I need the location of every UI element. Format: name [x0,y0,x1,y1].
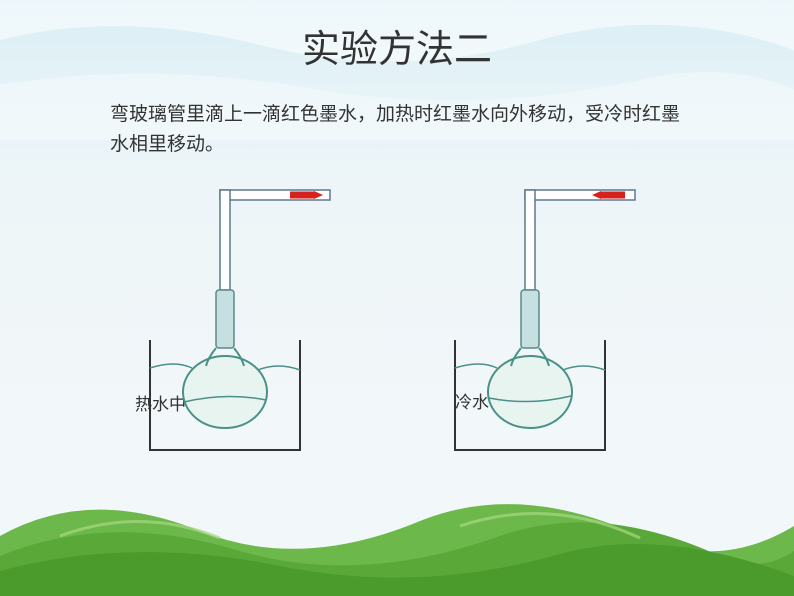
ink-drop-right [601,192,625,199]
hills-decoration [0,466,794,596]
apparatus-diagram [0,180,794,480]
apparatus-right [455,190,635,450]
page-title: 实验方法二 [0,18,794,73]
description: 弯玻璃管里滴上一滴红色墨水，加热时红墨水向外移动，受冷时红墨水相里移动。 [110,100,690,161]
flask [183,356,267,428]
title-text: 实验方法二 [302,29,492,71]
ink-drop-left [290,192,314,199]
flask [488,356,572,428]
apparatus-left [150,190,330,450]
v-tube [525,190,535,290]
sleeve [216,290,234,348]
sleeve [521,290,539,348]
v-tube [220,190,230,290]
